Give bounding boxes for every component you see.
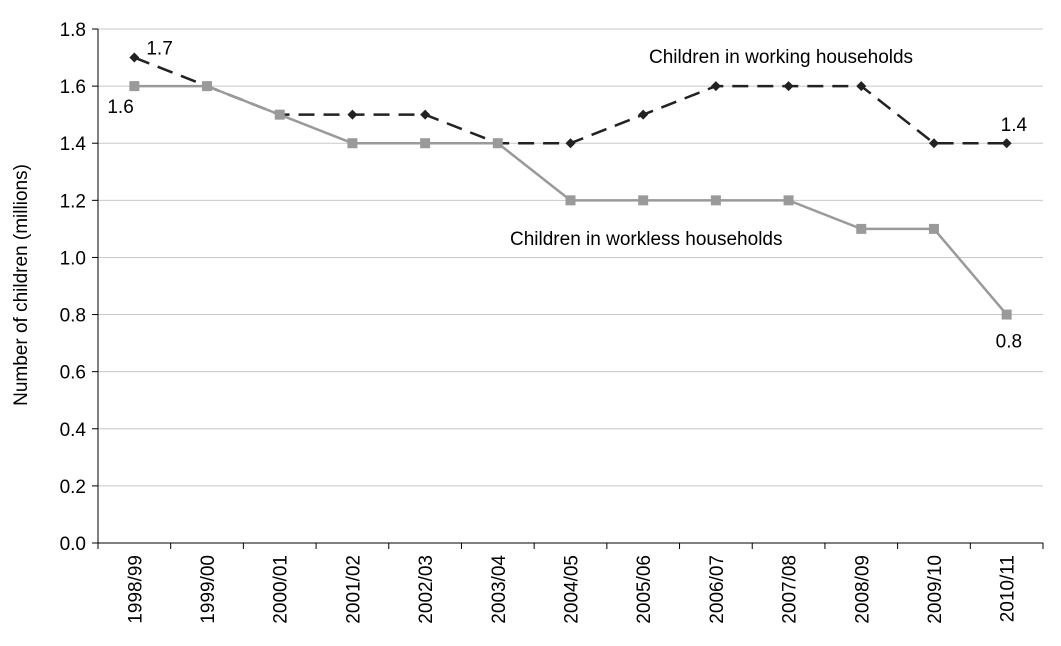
- marker-square: [492, 138, 503, 149]
- y-tick-label: 1.4: [60, 134, 87, 155]
- gridlines: [98, 28, 1043, 487]
- x-tick-label: 1999/00: [198, 555, 219, 624]
- marker-diamond: [420, 109, 431, 120]
- marker-diamond: [347, 109, 358, 120]
- marker-square: [710, 195, 721, 206]
- axes: [92, 28, 1044, 549]
- x-tick-label: 2002/03: [416, 555, 437, 624]
- x-tick-label: 2007/08: [780, 555, 801, 624]
- data-label: 1.6: [107, 97, 133, 118]
- series-label-working: Children in working households: [649, 47, 913, 68]
- series-markers: [129, 52, 1012, 320]
- marker-square: [783, 195, 794, 206]
- marker-square: [928, 223, 939, 234]
- series-lines: [133, 56, 1008, 316]
- marker-square: [202, 81, 213, 92]
- x-tick-label: 2001/02: [343, 555, 364, 624]
- data-label: 1.7: [146, 39, 172, 60]
- data-labels: 1.7 1.4 1.6 0.8: [107, 39, 1027, 353]
- y-axis-title: Number of children (millions): [11, 164, 32, 406]
- x-tick-label: 2003/04: [489, 555, 510, 624]
- marker-diamond: [856, 81, 867, 92]
- marker-diamond: [565, 138, 576, 149]
- x-tick-labels: 1998/99 1999/00 2000/01 2001/02 2002/03 2003/…: [125, 555, 1018, 624]
- marker-diamond: [783, 81, 794, 92]
- marker-square: [420, 138, 431, 149]
- marker-square: [638, 195, 649, 206]
- y-tick-label: 0.8: [60, 306, 86, 327]
- series-label-workless: Children in workless households: [510, 229, 782, 250]
- x-tick-label: 2004/05: [562, 555, 583, 624]
- marker-square: [347, 138, 358, 149]
- marker-diamond: [710, 81, 721, 92]
- series-labels: Children in working households Children …: [510, 47, 913, 250]
- x-tick-label: 2000/01: [271, 555, 292, 624]
- marker-diamond: [928, 138, 939, 149]
- marker-square: [1001, 309, 1012, 320]
- marker-diamond: [129, 52, 140, 63]
- x-tick-label: 2006/07: [707, 555, 728, 624]
- data-label: 0.8: [996, 332, 1022, 353]
- y-tick-label: 0.2: [60, 477, 86, 498]
- x-tick-label: 1998/99: [125, 555, 146, 624]
- marker-square: [856, 223, 867, 234]
- series-line-working: [133, 56, 1007, 145]
- data-label: 1.4: [1001, 115, 1028, 136]
- y-tick-label: 1.2: [60, 191, 86, 212]
- marker-square: [129, 81, 140, 92]
- marker-square: [565, 195, 576, 206]
- y-tick-labels: 0.0 0.2 0.4 0.6 0.8 1.0 1.2 1.4 1.6 1.8: [60, 20, 87, 555]
- marker-diamond: [638, 109, 649, 120]
- y-tick-label: 0.6: [60, 363, 86, 384]
- y-tick-label: 1.0: [60, 248, 86, 269]
- marker-square: [274, 109, 285, 120]
- x-tick-label: 2008/09: [852, 555, 873, 624]
- marker-diamond: [1001, 138, 1012, 149]
- x-tick-label: 2005/06: [634, 555, 655, 624]
- x-tick-label: 2010/11: [998, 555, 1019, 622]
- y-tick-label: 1.8: [60, 20, 86, 41]
- y-tick-label: 0.0: [60, 534, 86, 555]
- y-tick-label: 0.4: [60, 420, 87, 441]
- x-tick-label: 2009/10: [925, 555, 946, 624]
- y-tick-label: 1.6: [60, 77, 86, 98]
